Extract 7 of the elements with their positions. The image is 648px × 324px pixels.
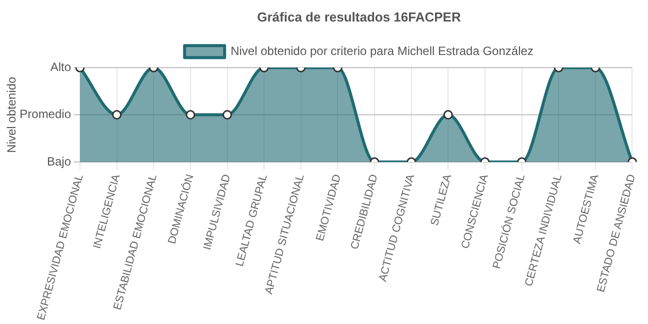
ref-line-label: Alto <box>50 60 72 74</box>
x-tick-label: LEALTAD GRUPAL <box>234 173 270 268</box>
legend-label: Nivel obtenido por criterio para Michell Estrada González <box>230 44 534 58</box>
chart-title: Gráfica de resultados 16FACPER <box>257 9 462 24</box>
ref-line-label: Promedio <box>20 107 72 122</box>
ref-line-label: Bajo <box>46 154 72 168</box>
y-axis-title: Nivel obtenido <box>4 76 18 153</box>
